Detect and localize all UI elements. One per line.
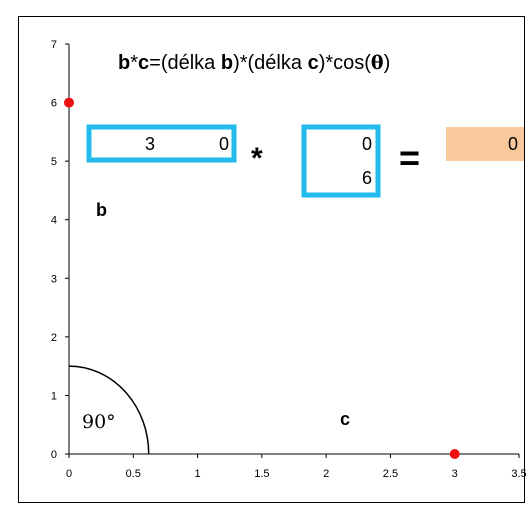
formula-star: * <box>130 52 138 74</box>
x-tick-label: 0.5 <box>126 468 141 480</box>
formula-end: ) <box>384 52 391 74</box>
equals-sign: = <box>399 137 420 178</box>
y-tick-label: 0 <box>51 449 57 461</box>
y-tick-label: 4 <box>51 215 57 227</box>
result-box <box>446 127 524 161</box>
x-tick-label: 0 <box>66 468 72 480</box>
vector-c-y: 6 <box>362 168 372 188</box>
formula-title: b*c=(délka b)*(délka c)*cos(θ) <box>118 52 390 74</box>
chart-frame <box>18 16 525 503</box>
angle-label: 90° <box>82 411 116 433</box>
y-tick-label: 6 <box>51 98 57 110</box>
vector-b-y: 0 <box>219 134 229 154</box>
result-value: 0 <box>508 134 518 154</box>
vector-b-x: 3 <box>145 134 155 154</box>
vector-c-x: 0 <box>362 134 372 154</box>
formula-c: c <box>138 52 149 74</box>
vector-c-box <box>301 124 381 198</box>
vector-c-label: c <box>340 409 350 429</box>
formula-mid3: )*cos( <box>319 52 372 74</box>
data-point <box>449 449 460 459</box>
x-tick-label: 3.5 <box>511 468 526 480</box>
formula-mid: =(délka <box>149 52 221 74</box>
y-tick-label: 2 <box>51 332 57 344</box>
data-point <box>64 97 74 108</box>
angle-arc <box>68 365 150 455</box>
formula-c2: c <box>308 52 319 74</box>
x-tick-label: 2 <box>323 468 329 480</box>
x-tick-label: 1 <box>195 468 201 480</box>
formula-b: b <box>118 52 130 74</box>
point-group <box>64 97 460 459</box>
formula-theta: θ <box>371 52 384 74</box>
y-tick-label: 7 <box>51 39 57 51</box>
vector-b-box <box>86 124 237 163</box>
y-tick-label: 5 <box>51 156 57 168</box>
y-tick-label: 1 <box>51 390 57 402</box>
x-tick-label: 3 <box>452 468 458 480</box>
y-tick-group: 0 1 2 3 4 5 6 7 <box>51 39 69 461</box>
x-tick-label: 2.5 <box>383 468 398 480</box>
y-tick-label: 3 <box>51 273 57 285</box>
formula-mid2: )*(délka <box>233 52 307 74</box>
multiply-sign: * <box>251 142 263 175</box>
x-tick-group: 0 0.5 1 1.5 2 2.5 3 3.5 <box>66 454 527 480</box>
x-tick-label: 1.5 <box>254 468 269 480</box>
formula-b2: b <box>221 52 233 74</box>
vector-b-label: b <box>96 200 107 220</box>
